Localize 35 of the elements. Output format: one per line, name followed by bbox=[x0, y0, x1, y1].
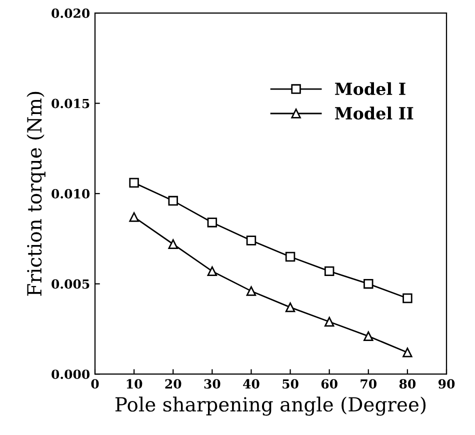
legend-label: Model I bbox=[335, 82, 406, 96]
point bbox=[129, 178, 139, 188]
point bbox=[402, 293, 412, 304]
x-tick-label: 40 bbox=[243, 379, 260, 389]
point bbox=[207, 266, 218, 276]
x-tick-label: 80 bbox=[399, 379, 416, 389]
y-axis-title: Friction torque (Nm) bbox=[26, 92, 46, 296]
y-tick-label: 0.000 bbox=[52, 370, 90, 380]
x-tick-label: 90 bbox=[438, 379, 455, 389]
point bbox=[129, 212, 139, 222]
point bbox=[246, 236, 256, 246]
x-tick-label: 10 bbox=[126, 379, 142, 389]
legend-label: Model II bbox=[335, 106, 414, 120]
point bbox=[364, 278, 374, 289]
x-tick-label: 50 bbox=[282, 379, 298, 389]
y-tick-label: 0.015 bbox=[52, 98, 90, 108]
y-tick-label: 0.005 bbox=[52, 279, 90, 289]
point bbox=[364, 331, 374, 342]
point bbox=[246, 286, 256, 296]
y-tick-label: 0.020 bbox=[52, 8, 90, 18]
x-tick-label: 0 bbox=[91, 379, 99, 389]
y-tick-label: 0.010 bbox=[52, 189, 90, 198]
point bbox=[207, 218, 218, 228]
point bbox=[324, 316, 334, 327]
point bbox=[285, 302, 296, 312]
point bbox=[324, 266, 334, 276]
point bbox=[168, 239, 178, 249]
point bbox=[402, 348, 412, 358]
point bbox=[285, 252, 296, 262]
x-axis-title: Pole sharpening angle (Degree) bbox=[115, 396, 426, 416]
x-tick-label: 30 bbox=[204, 379, 220, 389]
x-tick-label: 60 bbox=[321, 379, 338, 389]
x-tick-label: 70 bbox=[360, 379, 376, 389]
x-tick-label: 20 bbox=[165, 379, 182, 389]
point bbox=[168, 196, 178, 206]
